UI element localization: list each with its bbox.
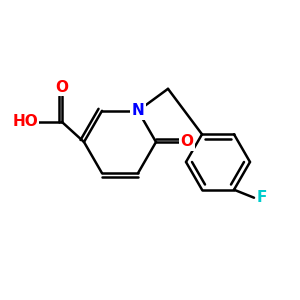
Text: N: N [132,103,144,118]
Text: O: O [181,134,194,149]
Text: HO: HO [12,115,38,130]
Text: F: F [257,190,267,205]
Text: O: O [56,80,68,94]
